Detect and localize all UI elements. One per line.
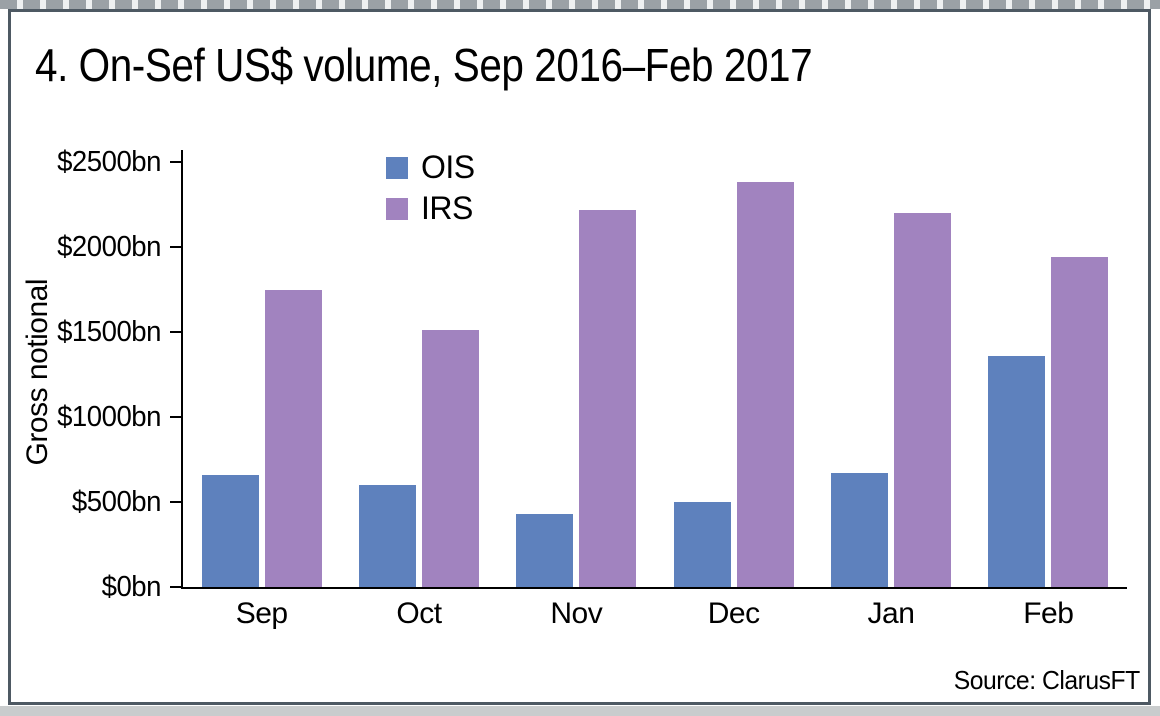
legend: OIS IRS	[386, 149, 475, 226]
legend-label-ois: OIS	[421, 149, 475, 185]
legend-swatch-irs	[386, 197, 408, 220]
y-tick-label: $1500bn	[57, 316, 161, 348]
bar-irs-jan	[894, 213, 951, 587]
x-tick-label: Oct	[396, 597, 442, 630]
y-axis-title: Gross notional	[21, 278, 54, 466]
x-tick-label: Dec	[707, 597, 760, 630]
legend-item-irs: IRS	[386, 190, 475, 226]
y-tick-label: $500bn	[71, 486, 162, 518]
bar-ois-oct	[359, 485, 416, 587]
source-note: Source: ClarusFT	[954, 665, 1140, 695]
y-axis-tick	[170, 161, 181, 163]
y-tick-label: $1000bn	[57, 401, 161, 433]
bar-irs-feb	[1051, 257, 1109, 587]
y-axis-tick	[170, 331, 181, 333]
y-tick-label: $2000bn	[57, 231, 161, 263]
bar-irs-dec	[736, 182, 794, 587]
bar-ois-jan	[831, 473, 888, 587]
x-tick-label: Feb	[1023, 597, 1074, 630]
bar-irs-oct	[422, 330, 479, 587]
page-top-dashed-rule	[0, 0, 1160, 9]
bar-ois-dec	[673, 502, 731, 587]
legend-label-irs: IRS	[421, 190, 473, 226]
y-axis-tick	[170, 586, 181, 588]
chart-figure: 4. On-Sef US$ volume, Sep 2016–Feb 2017 …	[8, 9, 1151, 705]
x-tick-label: Jan	[867, 597, 915, 630]
y-tick-label: $0bn	[101, 571, 162, 603]
bar-ois-sep	[201, 474, 259, 587]
chart-title: 4. On-Sef US$ volume, Sep 2016–Feb 2017	[35, 39, 813, 91]
page-bottom-strip	[0, 706, 1160, 716]
x-tick-label: Nov	[550, 597, 603, 630]
bar-irs-sep	[264, 289, 322, 587]
plot-area: $0bn $500bn $1000bn $1500bn $2000bn $2500bn Se…	[57, 147, 1127, 630]
legend-item-ois: OIS	[386, 149, 475, 185]
bar-ois-nov	[516, 513, 574, 587]
bar-ois-feb	[988, 355, 1046, 587]
x-tick-label: Sep	[235, 597, 288, 630]
y-axis-tick	[170, 501, 181, 503]
y-axis-tick	[170, 246, 181, 248]
legend-swatch-ois	[386, 156, 408, 179]
bar-irs-nov	[579, 209, 637, 587]
y-tick-label: $2500bn	[57, 146, 161, 178]
y-axis-tick	[170, 416, 181, 418]
